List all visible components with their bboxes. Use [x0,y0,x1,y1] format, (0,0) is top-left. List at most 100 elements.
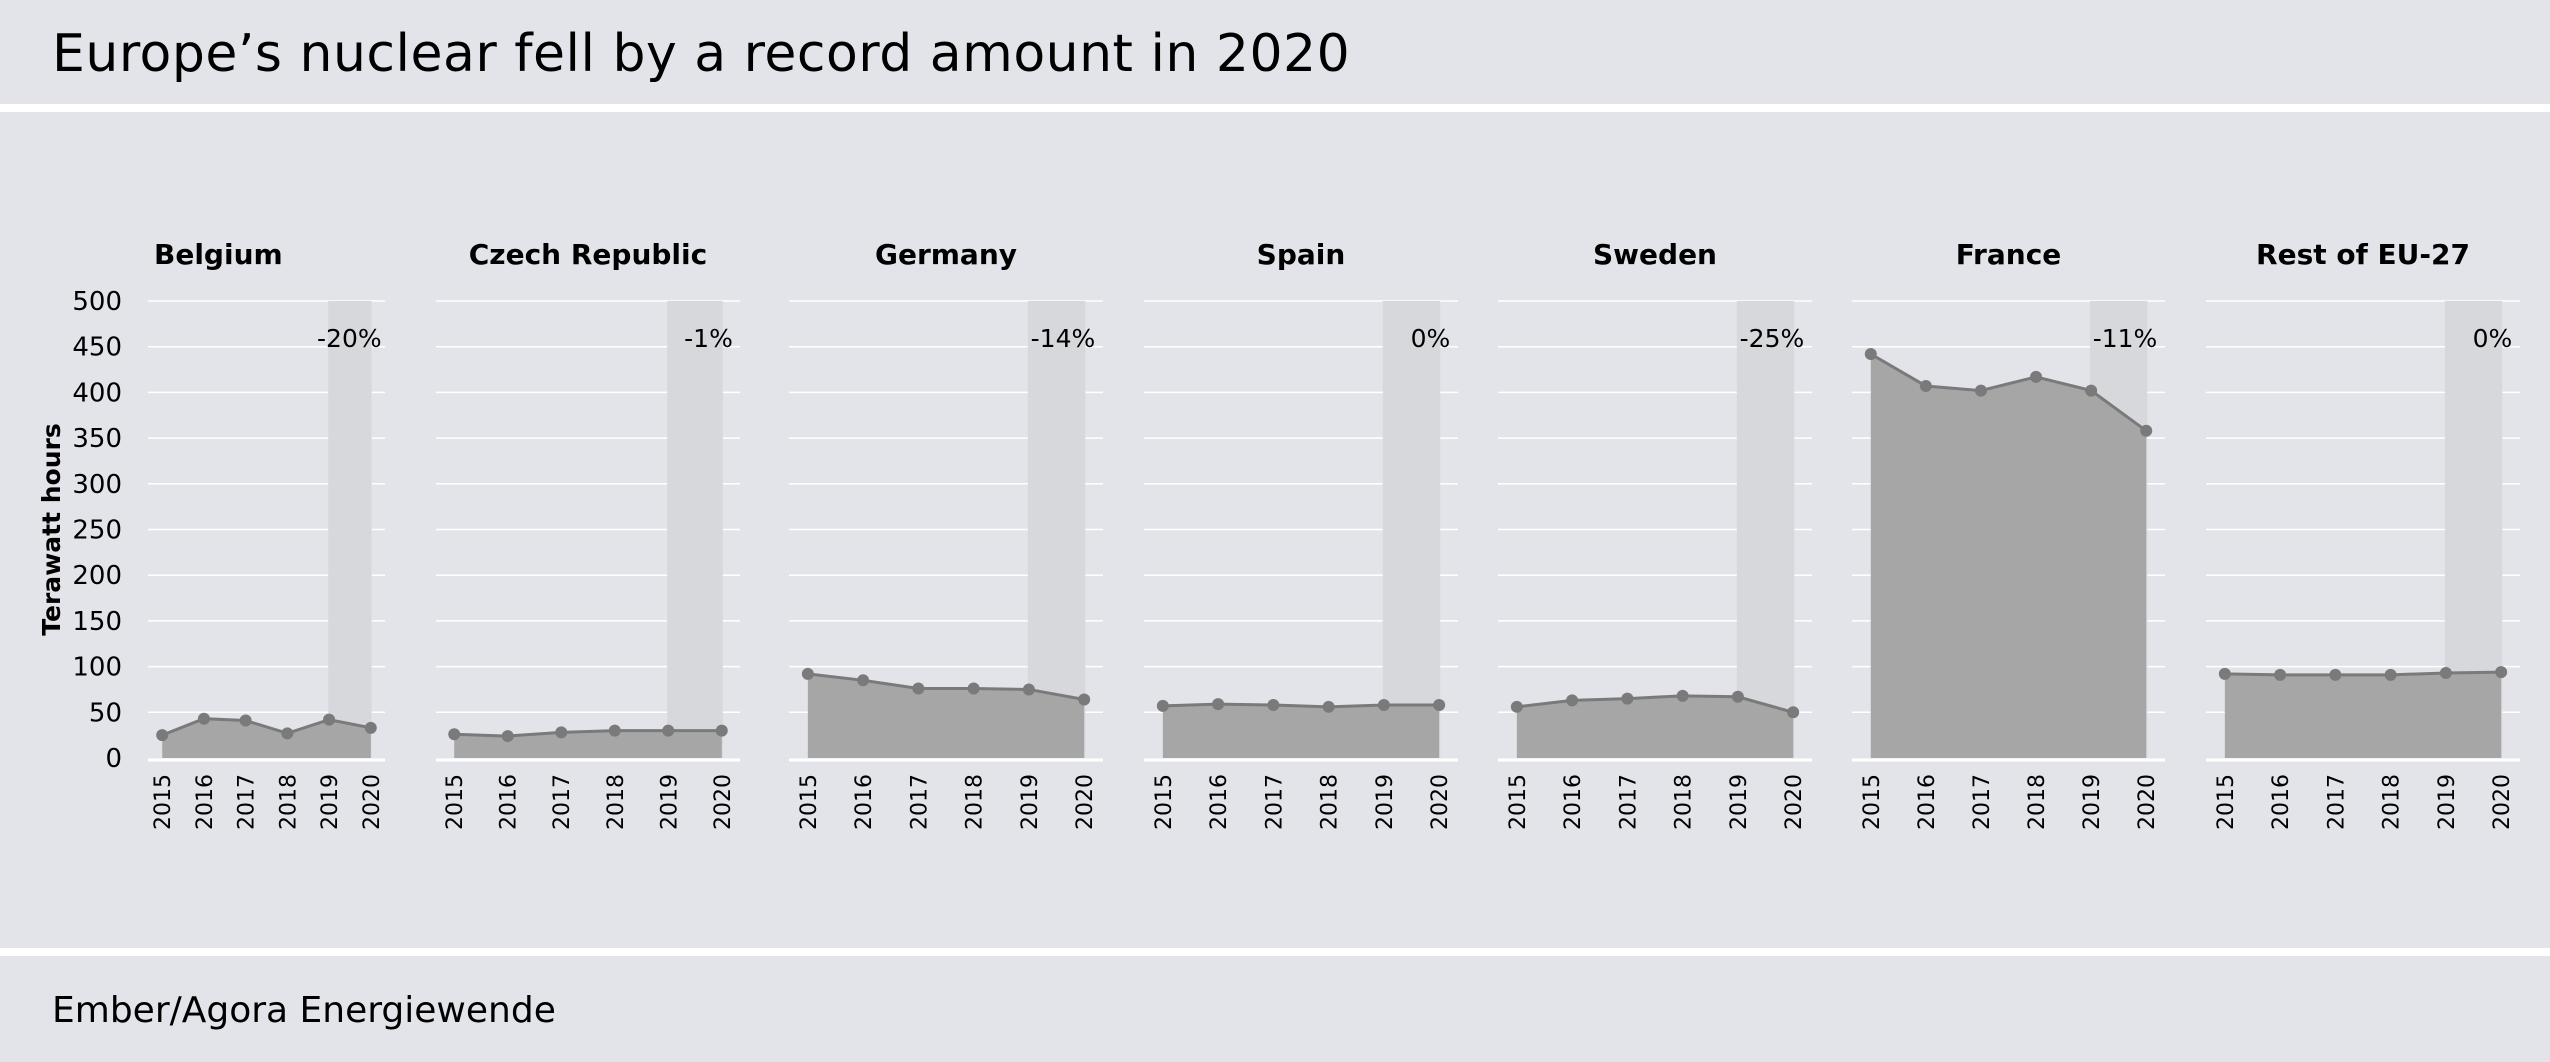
area-fill [1162,704,1440,758]
change-label: -14% [1031,324,1096,353]
data-point [1566,694,1579,707]
area-fill [162,718,371,758]
area-fill [807,673,1085,758]
x-tick-label: 2015 [151,774,176,830]
data-point [1212,698,1225,711]
x-tick-label: 2015 [443,774,468,830]
x-tick-label: 2018 [604,774,629,830]
x-tick-label: 2019 [1018,774,1043,830]
change-label: -20% [317,324,382,353]
x-tick-label: 2020 [1782,774,1807,830]
y-tick-label: 50 [89,698,122,728]
x-tick-label: 2017 [1262,774,1287,830]
x-tick-label: 2017 [235,774,260,830]
x-tick-label: 2015 [1860,774,1885,830]
data-point [1377,698,1390,711]
y-tick-label: 300 [72,470,122,500]
x-tick-label: 2016 [1207,774,1232,830]
panel-title: Czech Republic [469,238,707,271]
series-line [161,717,372,737]
data-point [448,728,461,741]
series-line [454,729,722,738]
x-tick-label: 2016 [1915,774,1940,830]
data-point [1676,689,1689,702]
data-point [1974,384,1987,397]
x-tick-label: 2016 [497,774,522,830]
change-label: -25% [1740,324,1805,353]
y-tick-label: 100 [72,653,122,683]
area-fill [1870,354,2147,758]
data-point [1510,700,1523,713]
x-tick-label: 2016 [2269,774,2294,830]
x-tick-label: 2020 [360,774,385,830]
source-note: Ember/Agora Energiewende [52,990,556,1031]
data-point [1078,693,1091,706]
x-tick-label: 2019 [1727,774,1752,830]
data-point [2218,667,2231,680]
data-point [364,721,377,734]
change-label: -1% [684,324,733,353]
series-line [807,672,1085,701]
x-tick-label: 2019 [1373,774,1398,830]
series-line [1516,694,1794,714]
data-point [323,713,336,726]
data-point [1156,699,1169,712]
data-point [239,714,252,727]
data-point [1267,698,1280,711]
x-tick-label: 2017 [1616,774,1641,830]
header-divider [0,104,2550,112]
data-point [501,730,514,743]
data-point [912,682,925,695]
data-point [1022,683,1035,696]
series-line [1870,352,2148,432]
data-point [156,729,169,742]
data-point [2085,384,2098,397]
panel-title: Sweden [1593,238,1717,271]
x-tick-label: 2019 [2435,774,2460,830]
data-point [1433,698,1446,711]
y-tick-label: 500 [72,287,122,317]
data-point [2329,668,2342,681]
change-label: -11% [2093,324,2158,353]
highlight-band [1027,301,1086,758]
footer-divider [0,948,2550,956]
x-tick-label: 2015 [2214,774,2239,830]
x-tick-label: 2015 [1506,774,1531,830]
data-point [1322,700,1335,713]
data-point [1787,706,1800,719]
x-tick-label: 2017 [550,774,575,830]
data-point [2030,370,2043,383]
header: Europe’s nuclear fell by a record amount… [0,0,2550,104]
data-point [967,682,980,695]
x-tick-label: 2018 [2025,774,2050,830]
data-point [2384,668,2397,681]
y-tick-label: 200 [72,561,122,591]
data-point [555,726,568,739]
panel-title: Belgium [154,238,283,271]
data-point [2495,666,2508,679]
x-tick-label: 2020 [2490,774,2515,830]
x-tick-label: 2020 [1073,774,1098,830]
panel-title: France [1956,238,2062,271]
x-tick-label: 2019 [2080,774,2105,830]
series-line [1162,702,1440,709]
x-tick-label: 2016 [193,774,218,830]
change-label: 0% [2473,324,2513,353]
y-tick-label: 400 [72,378,122,408]
data-point [1919,380,1932,393]
x-tick-label: 2020 [1428,774,1453,830]
x-tick-label: 2018 [1672,774,1697,830]
y-tick-label: 450 [72,333,122,363]
highlight-band [1382,301,1441,758]
area-fill [2224,672,2502,758]
data-point [1731,690,1744,703]
data-point [608,724,621,737]
x-tick-label: 2016 [1561,774,1586,830]
x-tick-label: 2017 [1970,774,1995,830]
data-point [1621,692,1634,705]
x-tick-label: 2018 [963,774,988,830]
y-tick-label: 250 [72,516,122,546]
x-tick-label: 2020 [711,774,736,830]
x-tick-label: 2018 [1318,774,1343,830]
x-tick-label: 2016 [852,774,877,830]
